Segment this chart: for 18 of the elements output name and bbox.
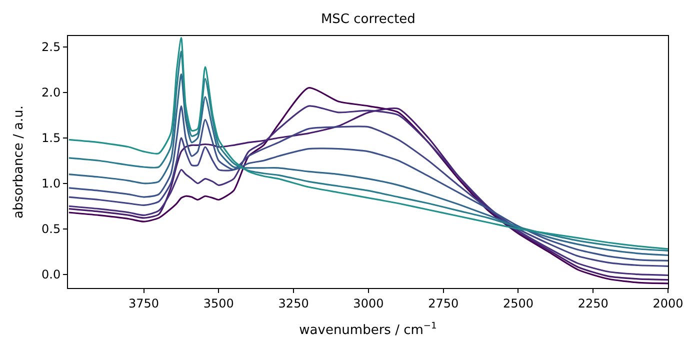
y-axis-title: absorbance / a.u. [11, 105, 26, 219]
y-tick-label: 1.0 [42, 176, 61, 191]
y-tick-label: 2.5 [42, 40, 61, 54]
x-tick-label: 3750 [128, 296, 160, 310]
y-tick-label: 1.5 [42, 131, 61, 146]
x-tick-label: 3250 [278, 296, 309, 310]
y-tick-label: 0.5 [42, 222, 61, 236]
line-series [68, 126, 668, 267]
x-tick-label: 2250 [578, 296, 608, 310]
y-tick-label: 0.0 [42, 268, 61, 282]
x-tick-label: 2750 [428, 296, 459, 310]
x-axis-title: wavenumbers / cm$^{−1}$ [299, 322, 437, 338]
x-tick-label: 2500 [502, 296, 534, 310]
x-tick-label: 3500 [203, 296, 234, 310]
chart-title: MSC corrected [320, 12, 416, 27]
x-tick-label: 3000 [353, 296, 384, 310]
x-tick-label: 2000 [652, 296, 684, 310]
y-tick-label: 2.0 [42, 86, 61, 100]
